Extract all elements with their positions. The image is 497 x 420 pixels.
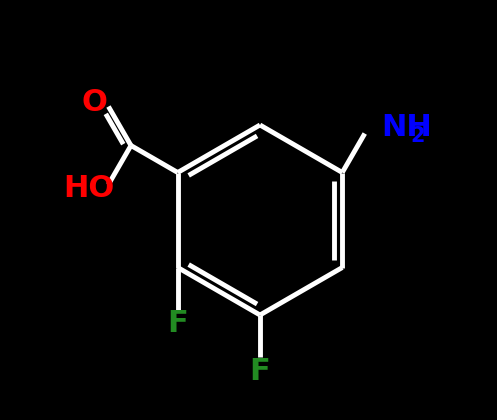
Text: HO: HO [63, 174, 114, 203]
Text: F: F [249, 357, 270, 386]
Text: NH: NH [381, 113, 431, 142]
Text: O: O [82, 88, 107, 117]
Text: F: F [167, 309, 188, 338]
Text: 2: 2 [411, 126, 425, 145]
